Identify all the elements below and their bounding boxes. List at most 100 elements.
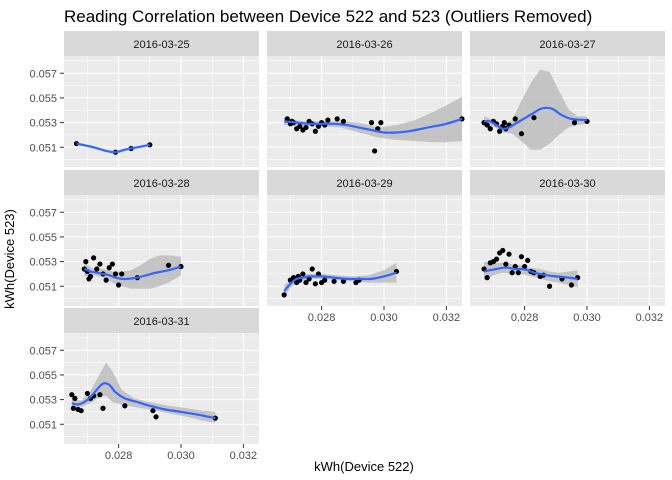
data-point	[94, 266, 100, 272]
data-point	[515, 270, 521, 276]
facet-strip-label: 2016-03-30	[539, 178, 595, 190]
data-point	[106, 265, 112, 271]
y-tick-label: 0.053	[29, 118, 57, 130]
smooth-line	[483, 266, 578, 280]
panel-background	[267, 56, 462, 167]
data-point	[122, 403, 128, 409]
data-point	[546, 283, 553, 289]
confidence-ribbon	[71, 362, 216, 423]
y-tick-label: 0.053	[29, 395, 57, 407]
data-point	[518, 131, 525, 137]
x-tick-label: 0.032	[636, 312, 664, 324]
facet-strip-label: 2016-03-31	[133, 316, 189, 328]
x-tick-label: 0.030	[370, 312, 398, 324]
data-point	[340, 118, 347, 124]
data-point	[522, 263, 528, 270]
facet-strip-label: 2016-03-27	[539, 39, 595, 51]
y-tick-label: 0.057	[29, 68, 57, 80]
data-point	[83, 259, 89, 265]
x-axes: 0.028 0.030 0.032 0.028 0.030 0.032 0.028 0.030…	[105, 306, 663, 462]
data-point	[69, 392, 75, 398]
chart-title: Reading Correlation between Device 522 a…	[64, 7, 592, 26]
data-point	[501, 120, 507, 126]
facet-strip-label: 2016-03-29	[336, 178, 392, 190]
data-point	[378, 120, 384, 126]
panel-background	[267, 195, 462, 306]
data-point	[322, 277, 328, 283]
data-point	[109, 261, 115, 267]
y-tick-label: 0.051	[29, 419, 57, 431]
data-point	[571, 120, 578, 126]
data-point	[484, 122, 490, 128]
facet-panel: 2016-03-25	[64, 31, 259, 167]
facet-strip	[267, 31, 462, 56]
data-point	[497, 128, 503, 134]
facet-panel: 2016-03-28	[64, 170, 259, 306]
smooth-line	[483, 106, 588, 130]
panel-background	[64, 56, 259, 167]
data-point	[509, 270, 515, 276]
data-point	[112, 271, 119, 277]
smooth-line	[71, 382, 216, 420]
data-point	[300, 271, 306, 277]
y-tick-label: 0.051	[29, 142, 57, 154]
smooth-line	[283, 271, 397, 292]
data-point	[87, 273, 94, 279]
data-point	[506, 251, 512, 257]
smooth-line	[284, 117, 463, 134]
data-point	[512, 116, 518, 122]
data-point	[568, 282, 575, 288]
data-point	[484, 275, 490, 281]
data-point	[487, 126, 493, 132]
facet-strip	[470, 31, 665, 56]
data-point	[315, 123, 322, 129]
data-point	[284, 116, 290, 122]
facet-strip	[64, 308, 259, 333]
facet-strip-label: 2016-03-26	[336, 39, 392, 51]
facet-panel: 2016-03-31	[64, 308, 259, 444]
data-point	[340, 278, 347, 284]
data-point	[503, 261, 509, 267]
x-tick-label: 0.028	[105, 450, 133, 462]
y-tick-label: 0.057	[29, 207, 57, 219]
data-point	[119, 271, 125, 277]
data-point	[150, 408, 156, 414]
smooth-line	[76, 142, 151, 154]
facet-strip	[267, 170, 462, 195]
y-tick-label: 0.057	[29, 345, 57, 357]
data-point	[531, 115, 537, 121]
facet-strip	[470, 170, 665, 195]
facet-panels: 2016-03-25 2016-03-26 2016-03-27 2016-03-28…	[64, 31, 665, 444]
facet-strip	[64, 31, 259, 56]
confidence-ribbon	[284, 96, 462, 143]
data-point	[297, 123, 303, 129]
x-tick-label: 0.032	[230, 450, 258, 462]
y-tick-label: 0.053	[29, 257, 57, 269]
data-point	[500, 247, 506, 254]
facet-strip-label: 2016-03-28	[133, 178, 189, 190]
facet-panel: 2016-03-30	[470, 170, 665, 306]
x-axis-title: kWh(Device 522)	[314, 459, 414, 474]
y-tick-label: 0.055	[29, 370, 57, 382]
data-point	[312, 128, 318, 134]
y-tick-label: 0.055	[29, 232, 57, 244]
panel-background	[64, 195, 259, 306]
facet-panel: 2016-03-29	[267, 170, 462, 306]
data-point	[525, 257, 531, 263]
y-axes: 0.051 0.053 0.055 0.057 0.051 0.053 0.055 0.057…	[29, 68, 64, 431]
data-point	[91, 255, 97, 261]
data-point	[331, 278, 337, 284]
facet-strip-label: 2016-03-25	[133, 39, 189, 51]
data-point	[70, 405, 76, 411]
data-point	[312, 281, 318, 287]
x-tick-label: 0.030	[573, 312, 601, 324]
data-point	[165, 262, 172, 268]
y-tick-label: 0.051	[29, 281, 57, 293]
data-point	[303, 124, 309, 131]
x-tick-label: 0.028	[308, 312, 336, 324]
data-point	[303, 279, 309, 286]
data-point	[97, 261, 103, 267]
facet-strip	[64, 170, 259, 195]
data-point	[78, 408, 84, 414]
data-point	[281, 292, 287, 298]
